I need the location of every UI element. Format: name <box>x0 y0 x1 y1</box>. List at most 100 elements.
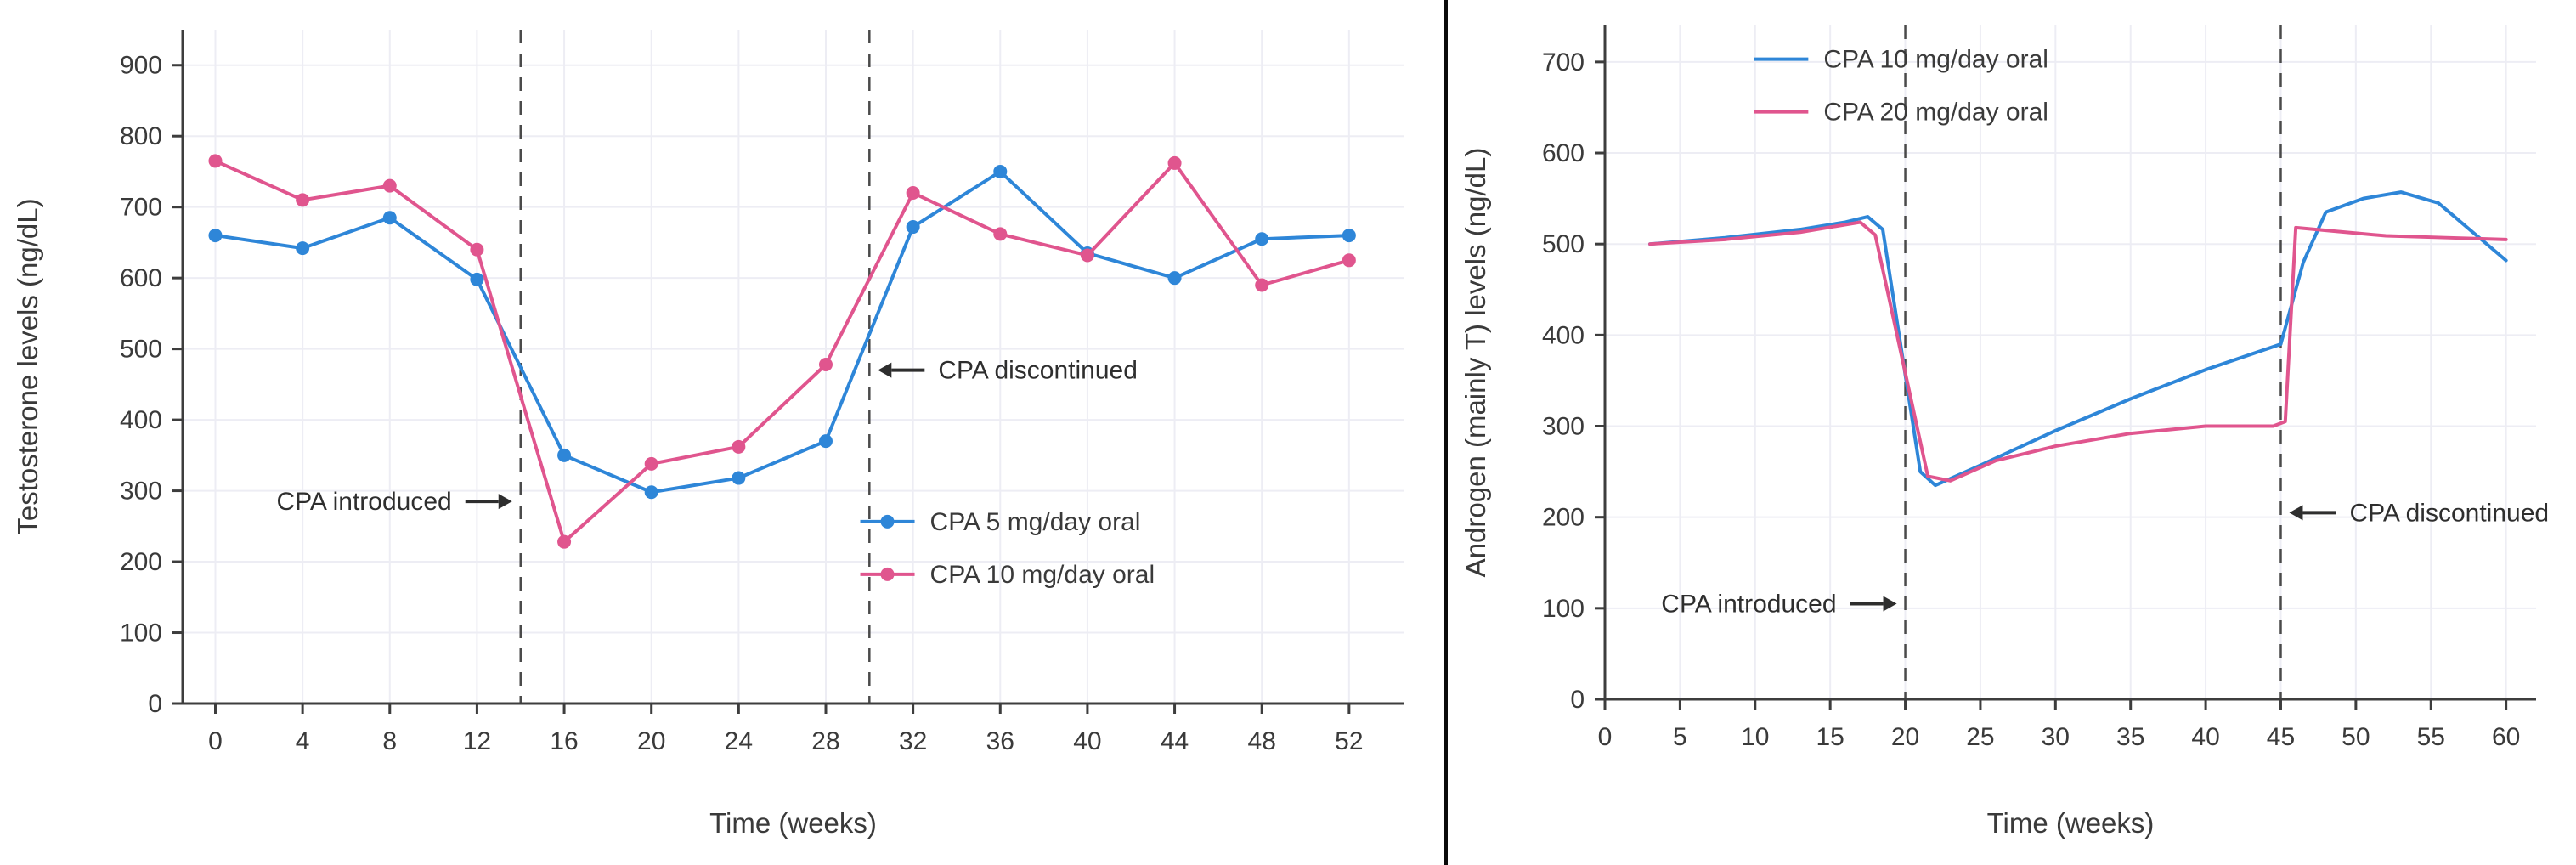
data-point <box>557 534 572 549</box>
x-tick-label: 25 <box>1966 723 1994 751</box>
data-point <box>732 439 746 454</box>
y-tick-label: 900 <box>120 52 162 80</box>
series-line <box>1648 190 2508 488</box>
annotation-arrow-head <box>878 362 892 378</box>
data-point <box>296 241 310 256</box>
data-point <box>1255 232 1269 246</box>
data-point <box>1255 278 1269 292</box>
series-line <box>1648 220 2508 483</box>
data-point <box>470 272 484 286</box>
data-point <box>382 178 397 193</box>
testosterone-chart-container: 0 4 8 12 16 20 24 28 32 36 40 44 48 52 0 100 200 300 400 50… <box>12 30 1404 839</box>
x-tick-label: 52 <box>1335 727 1363 755</box>
panel-divider <box>1444 0 1448 865</box>
y-tick-label: 0 <box>1570 686 1585 714</box>
legend-label: CPA 10 mg/day oral <box>1823 46 2048 74</box>
x-tick-label: 0 <box>1598 723 1613 751</box>
data-point <box>557 448 572 462</box>
x-tick-label: 35 <box>2116 723 2144 751</box>
data-point <box>993 164 1008 178</box>
annotation-label: CPA discontinued <box>938 357 1138 385</box>
testosterone-chart: 0 4 8 12 16 20 24 28 32 36 40 44 48 52010020030040050… <box>12 30 1404 839</box>
androgen-chart-container: 0 5 10 15 20 25 30 35 40 45 50 55 60 0 100 200 300 400 500… <box>1448 0 2576 865</box>
data-point <box>208 229 223 243</box>
x-tick-label: 15 <box>1816 723 1844 751</box>
data-point <box>1167 271 1182 286</box>
data-point <box>818 434 833 449</box>
x-tick-label: 8 <box>382 727 397 755</box>
x-tick-label: 4 <box>296 727 310 755</box>
annotation-arrow-head <box>1883 596 1897 612</box>
y-tick-label: 700 <box>1542 48 1585 76</box>
x-axis-label: Time (weeks) <box>1987 807 2155 839</box>
data-point <box>382 211 397 225</box>
y-tick-label: 500 <box>1542 230 1585 258</box>
y-tick-label: 700 <box>120 194 162 222</box>
x-tick-label: 32 <box>899 727 927 755</box>
x-tick-label: 20 <box>637 727 665 755</box>
data-point <box>208 154 223 168</box>
x-tick-label: 40 <box>1073 727 1101 755</box>
data-point <box>470 242 484 257</box>
y-tick-label: 800 <box>120 122 162 150</box>
y-tick-label: 100 <box>120 619 162 647</box>
annotation-label: CPA discontinued <box>2349 499 2549 527</box>
x-axis-label: Time (weeks) <box>709 807 877 839</box>
y-tick-label: 500 <box>120 336 162 364</box>
x-tick-label: 16 <box>550 727 578 755</box>
y-axis-label: Testosterone levels (ng/dL) <box>12 198 43 534</box>
legend-label: CPA 5 mg/day oral <box>930 508 1141 536</box>
legend-label: CPA 10 mg/day oral <box>930 561 1155 589</box>
x-tick-label: 0 <box>208 727 223 755</box>
data-point <box>1167 155 1182 170</box>
x-tick-label: 30 <box>2042 723 2070 751</box>
x-tick-label: 48 <box>1248 727 1276 755</box>
x-tick-label: 12 <box>463 727 491 755</box>
y-axis-label: Androgen (mainly T) levels (ng/dL) <box>1460 148 1491 578</box>
androgen-chart: 0 5 10 15 20 25 30 35 40 45 50 55 600100200300400500… <box>1460 25 2549 839</box>
series-line <box>213 159 1351 544</box>
data-point <box>1080 248 1094 263</box>
annotation-label: CPA introduced <box>1661 590 1836 618</box>
x-tick-label: 24 <box>725 727 753 755</box>
x-tick-label: 55 <box>2417 723 2445 751</box>
data-point <box>296 193 310 207</box>
data-point <box>993 227 1008 241</box>
annotation-arrow-head <box>498 494 512 510</box>
x-tick-label: 45 <box>2267 723 2295 751</box>
y-tick-label: 0 <box>148 690 162 718</box>
data-point <box>906 185 920 200</box>
data-point <box>906 220 920 235</box>
data-point <box>732 471 746 485</box>
y-tick-label: 400 <box>120 406 162 434</box>
legend-marker-sample <box>880 514 895 529</box>
annotation-arrow-head <box>2289 505 2303 521</box>
y-tick-label: 400 <box>1542 321 1585 349</box>
x-tick-label: 40 <box>2191 723 2219 751</box>
series-line <box>213 169 1351 495</box>
data-point <box>644 456 658 471</box>
y-tick-label: 200 <box>1542 504 1585 532</box>
x-tick-label: 60 <box>2492 723 2520 751</box>
x-tick-label: 28 <box>811 727 839 755</box>
x-tick-label: 10 <box>1741 723 1769 751</box>
legend-label: CPA 20 mg/day oral <box>1823 99 2048 127</box>
x-tick-label: 44 <box>1161 727 1189 755</box>
x-tick-label: 50 <box>2342 723 2370 751</box>
data-point <box>1342 253 1356 268</box>
y-tick-label: 100 <box>1542 595 1585 623</box>
legend-marker-sample <box>880 567 895 581</box>
data-point <box>1342 229 1356 243</box>
x-tick-label: 36 <box>986 727 1014 755</box>
y-tick-label: 200 <box>120 548 162 576</box>
annotation-label: CPA introduced <box>276 488 451 516</box>
y-tick-label: 300 <box>120 478 162 506</box>
y-tick-label: 300 <box>1542 413 1585 441</box>
x-tick-label: 20 <box>1891 723 1919 751</box>
data-point <box>644 485 658 500</box>
y-tick-label: 600 <box>120 264 162 292</box>
data-point <box>818 357 833 371</box>
x-tick-label: 5 <box>1673 723 1687 751</box>
y-tick-label: 600 <box>1542 139 1585 167</box>
